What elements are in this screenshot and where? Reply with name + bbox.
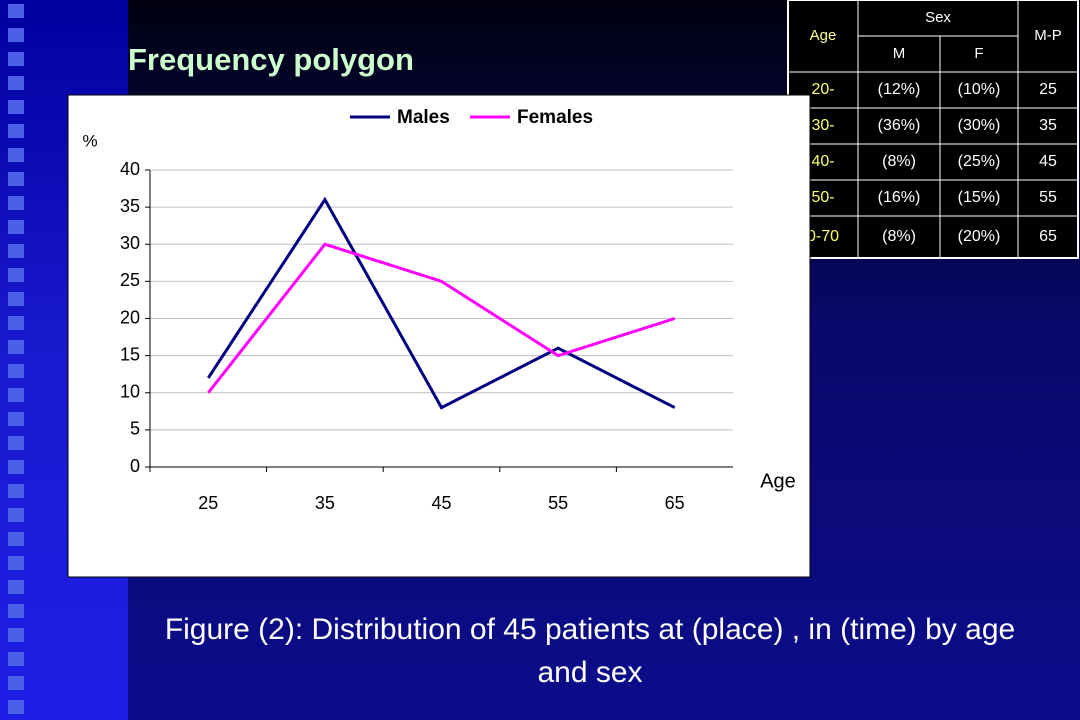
table-text: 40- xyxy=(811,153,834,170)
x-axis-label: Age xyxy=(760,470,796,492)
table-text: 55 xyxy=(1039,189,1057,206)
table-cell xyxy=(1017,215,1079,259)
legend-label: Males xyxy=(397,107,450,128)
table-text: 35 xyxy=(1039,117,1057,134)
chart: 0 5 10 15 20 25 30 35 40 25 35 45 55 65% Age Males Femal… xyxy=(82,107,795,513)
chart-frame xyxy=(67,94,811,578)
table-text: 0-70 xyxy=(807,228,839,245)
table-text: (8%) xyxy=(882,153,916,170)
y-tick-label: 5 xyxy=(130,419,140,439)
table-text: (30%) xyxy=(958,117,1001,134)
series-line xyxy=(207,196,676,410)
y-tick-label: 15 xyxy=(120,344,140,364)
table-text: 45 xyxy=(1039,153,1057,170)
y-axis-label: % xyxy=(82,131,97,150)
table-text: M xyxy=(893,45,906,62)
table-text: (12%) xyxy=(878,81,921,98)
table-text: 25 xyxy=(1039,81,1057,98)
y-tick-label: 25 xyxy=(120,270,140,290)
y-tick-label: 20 xyxy=(120,307,140,327)
y-tick-label: 35 xyxy=(120,196,140,216)
y-tick-label: 10 xyxy=(120,382,140,402)
x-tick-label: 55 xyxy=(548,493,568,513)
table-text: 50- xyxy=(811,189,834,206)
side-squares xyxy=(8,0,28,720)
series-line xyxy=(207,242,676,394)
table-text: M-P xyxy=(1034,27,1062,44)
y-tick-label: 30 xyxy=(120,233,140,253)
x-tick-label: 25 xyxy=(198,493,218,513)
table-text: F xyxy=(974,45,983,62)
table-text: (15%) xyxy=(958,189,1001,206)
caption: Figure (2): Distribution of 45 patients … xyxy=(164,613,1016,689)
table-text: (20%) xyxy=(958,228,1001,245)
table-text: (25%) xyxy=(958,153,1001,170)
table-text: Sex xyxy=(925,9,951,26)
data-table: Age Sex M-P M F 20- (12%) (10%) 25 30- (36%) (30%) 3… xyxy=(787,0,1079,259)
table-text: 65 xyxy=(1039,228,1057,245)
x-tick-label: 35 xyxy=(315,493,335,513)
legend-label: Females xyxy=(517,107,593,128)
table-text: 30- xyxy=(811,117,834,134)
y-tick-label: 0 xyxy=(130,456,140,476)
table-text: (8%) xyxy=(882,228,916,245)
table-text: Age xyxy=(810,27,837,44)
table-text: (10%) xyxy=(958,81,1001,98)
x-tick-label: 45 xyxy=(431,493,451,513)
y-tick-label: 40 xyxy=(120,159,140,179)
x-tick-label: 65 xyxy=(665,493,685,513)
table-text: 20- xyxy=(811,81,834,98)
slide-title: Frequency polygon xyxy=(128,42,414,77)
table-text: (16%) xyxy=(878,189,921,206)
table-text: (36%) xyxy=(878,117,921,134)
